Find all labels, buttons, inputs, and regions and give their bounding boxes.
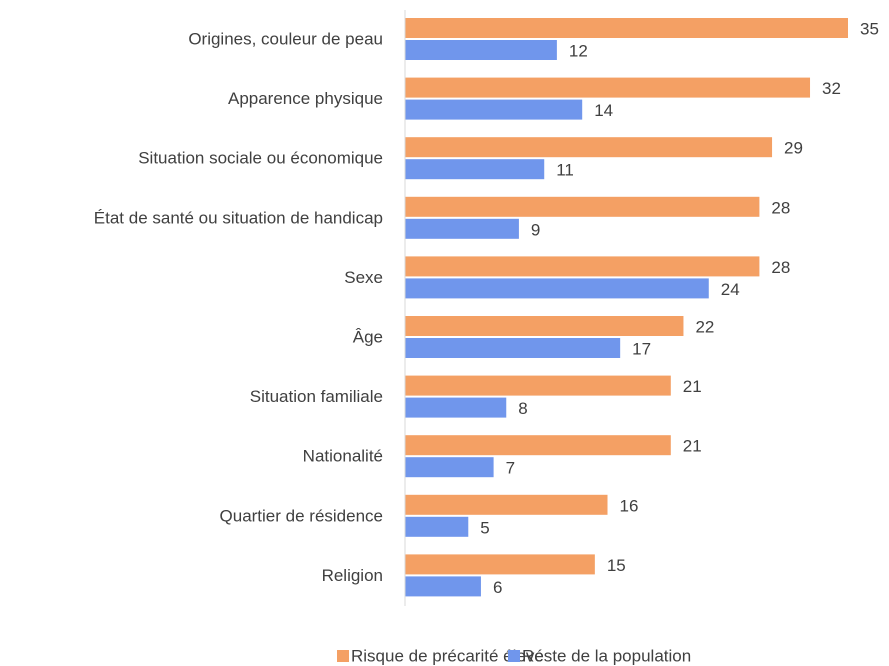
value-label: 35 (860, 19, 879, 38)
category-label: Nationalité (303, 447, 383, 466)
bar (405, 375, 671, 396)
category-label: Religion (322, 566, 383, 585)
value-label: 17 (632, 339, 651, 358)
value-label: 15 (607, 556, 626, 575)
legend-swatch (508, 650, 520, 662)
value-label: 21 (683, 437, 702, 456)
value-label: 28 (771, 198, 790, 217)
category-label: Âge (353, 327, 383, 346)
bar (405, 457, 494, 478)
value-label: 11 (556, 161, 574, 180)
value-label: 22 (695, 317, 714, 336)
bar (405, 576, 481, 597)
category-label: Quartier de résidence (220, 506, 383, 525)
bar (405, 397, 507, 418)
value-label: 9 (531, 220, 540, 239)
value-label: 12 (569, 41, 588, 60)
bar (405, 99, 583, 120)
bar (405, 435, 671, 456)
value-label: 32 (822, 79, 841, 98)
value-label: 21 (683, 377, 702, 396)
legend-swatch (337, 650, 349, 662)
value-label: 6 (493, 578, 502, 597)
category-label: Origines, couleur de peau (188, 29, 383, 48)
bar (405, 18, 848, 38)
bar (405, 278, 709, 299)
value-label: 7 (506, 459, 515, 478)
legend-label: Risque de précarité élevé (351, 646, 544, 665)
value-label: 8 (518, 399, 527, 418)
value-label: 24 (721, 280, 740, 299)
bar (405, 316, 684, 336)
value-label: 5 (480, 518, 489, 537)
category-label: Situation familiale (250, 387, 383, 406)
bar (405, 494, 608, 515)
bar (405, 40, 557, 60)
value-label: 14 (594, 101, 613, 120)
bar (405, 159, 545, 180)
category-label: Situation sociale ou économique (138, 149, 383, 168)
value-label: 16 (620, 496, 639, 515)
bar (405, 196, 760, 217)
bar (405, 256, 760, 277)
bar (405, 338, 621, 358)
value-label: 29 (784, 139, 803, 158)
bar (405, 137, 773, 158)
category-label: Apparence physique (228, 89, 383, 108)
bar (405, 554, 595, 575)
category-label: État de santé ou situation de handicap (94, 208, 383, 227)
bar (405, 77, 811, 98)
value-label: 28 (771, 258, 790, 277)
category-label: Sexe (344, 268, 383, 287)
legend-label: Reste de la population (522, 646, 691, 665)
bar (405, 218, 519, 239)
bar (405, 516, 469, 537)
